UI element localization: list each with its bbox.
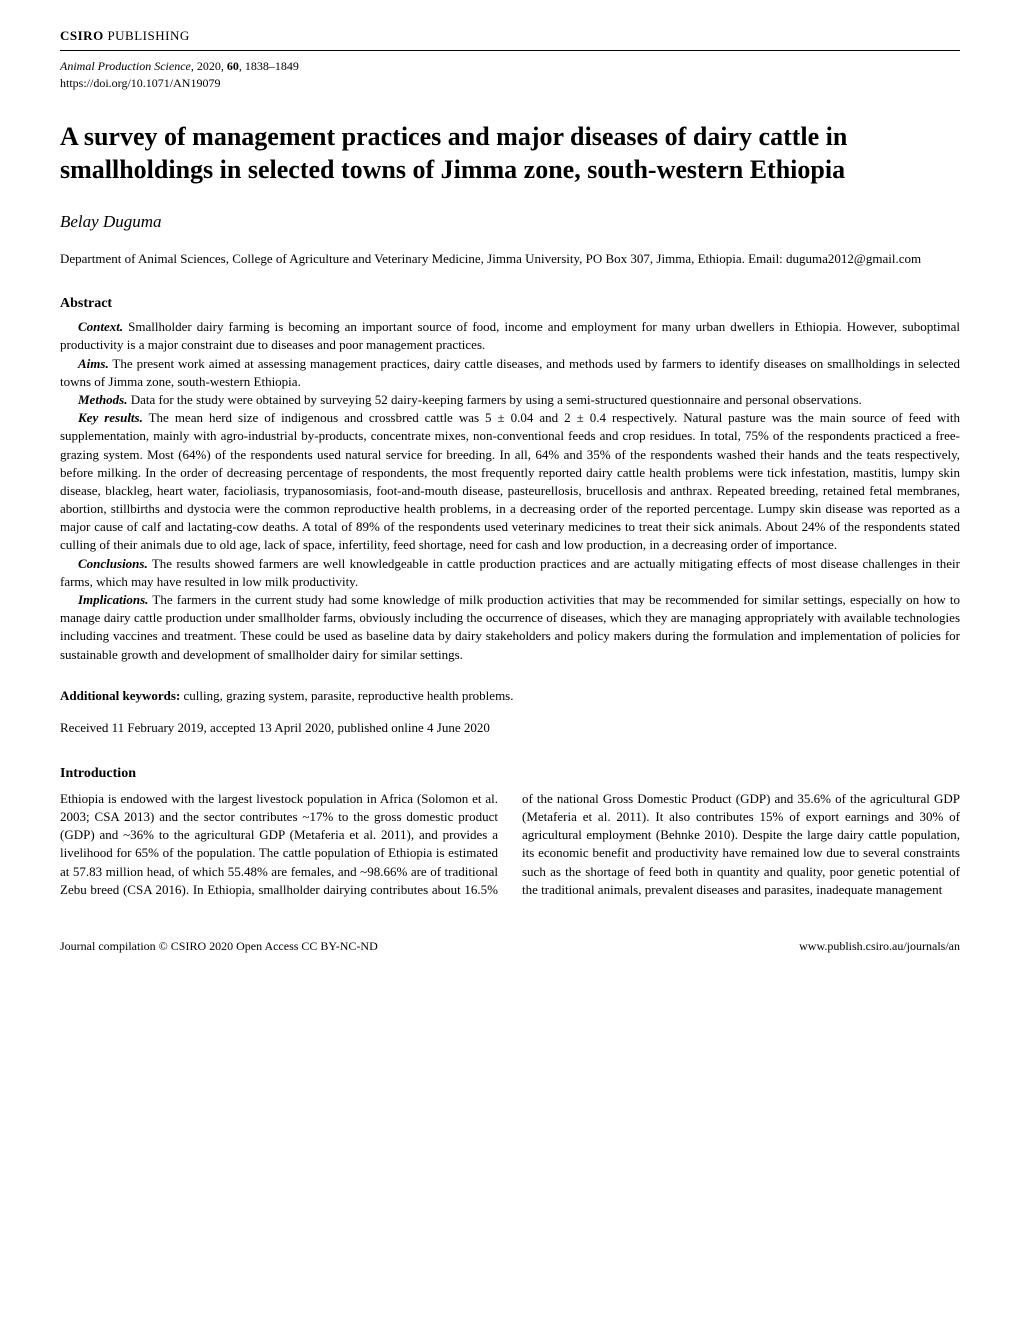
journal-pages: , 1838–1849 [239, 59, 299, 73]
abstract-methods: Methods. Data for the study were obtaine… [60, 391, 960, 409]
introduction-text: Ethiopia is endowed with the largest liv… [60, 790, 960, 899]
keywords-label: Additional keywords: [60, 688, 180, 703]
journal-volume: 60 [227, 59, 239, 73]
context-text: Smallholder dairy farming is becoming an… [60, 319, 960, 352]
journal-name: Animal Production Science [60, 59, 191, 73]
introduction-section: Introduction Ethiopia is endowed with th… [60, 766, 960, 899]
introduction-body: Ethiopia is endowed with the largest liv… [60, 790, 960, 899]
key-results-text: The mean herd size of indigenous and cro… [60, 410, 960, 552]
aims-label: Aims. [78, 356, 109, 371]
doi-link[interactable]: https://doi.org/10.1071/AN19079 [60, 76, 960, 91]
conclusions-label: Conclusions. [78, 556, 148, 571]
header-bar: CSIRO PUBLISHING [60, 28, 960, 51]
author-affiliation: Department of Animal Sciences, College o… [60, 250, 960, 268]
abstract-implications: Implications. The farmers in the current… [60, 591, 960, 664]
publisher-light: PUBLISHING [104, 28, 190, 43]
abstract-heading: Abstract [60, 296, 960, 312]
conclusions-text: The results showed farmers are well know… [60, 556, 960, 589]
author-name: Belay Duguma [60, 212, 960, 232]
footer-copyright: Journal compilation © CSIRO 2020 Open Ac… [60, 939, 378, 954]
journal-year: , 2020, [191, 59, 227, 73]
publisher-name: CSIRO PUBLISHING [60, 28, 190, 44]
abstract-block: Abstract Context. Smallholder dairy farm… [60, 296, 960, 664]
abstract-key-results: Key results. The mean herd size of indig… [60, 409, 960, 555]
key-results-label: Key results. [78, 410, 143, 425]
implications-text: The farmers in the current study had som… [60, 592, 960, 662]
aims-text: The present work aimed at assessing mana… [60, 356, 960, 389]
methods-text: Data for the study were obtained by surv… [127, 392, 861, 407]
abstract-aims: Aims. The present work aimed at assessin… [60, 355, 960, 391]
keywords-text: culling, grazing system, parasite, repro… [180, 688, 513, 703]
page-footer: Journal compilation © CSIRO 2020 Open Ac… [60, 939, 960, 954]
journal-metadata: Animal Production Science, 2020, 60, 183… [60, 59, 960, 91]
publisher-bold: CSIRO [60, 28, 104, 43]
abstract-context: Context. Smallholder dairy farming is be… [60, 318, 960, 354]
footer-url[interactable]: www.publish.csiro.au/journals/an [799, 939, 960, 954]
implications-label: Implications. [78, 592, 148, 607]
publication-dates: Received 11 February 2019, accepted 13 A… [60, 720, 960, 736]
keywords-row: Additional keywords: culling, grazing sy… [60, 688, 960, 704]
abstract-conclusions: Conclusions. The results showed farmers … [60, 555, 960, 591]
methods-label: Methods. [78, 392, 127, 407]
journal-info-line: Animal Production Science, 2020, 60, 183… [60, 59, 960, 74]
introduction-heading: Introduction [60, 766, 960, 782]
context-label: Context. [78, 319, 123, 334]
article-title: A survey of management practices and maj… [60, 121, 960, 186]
